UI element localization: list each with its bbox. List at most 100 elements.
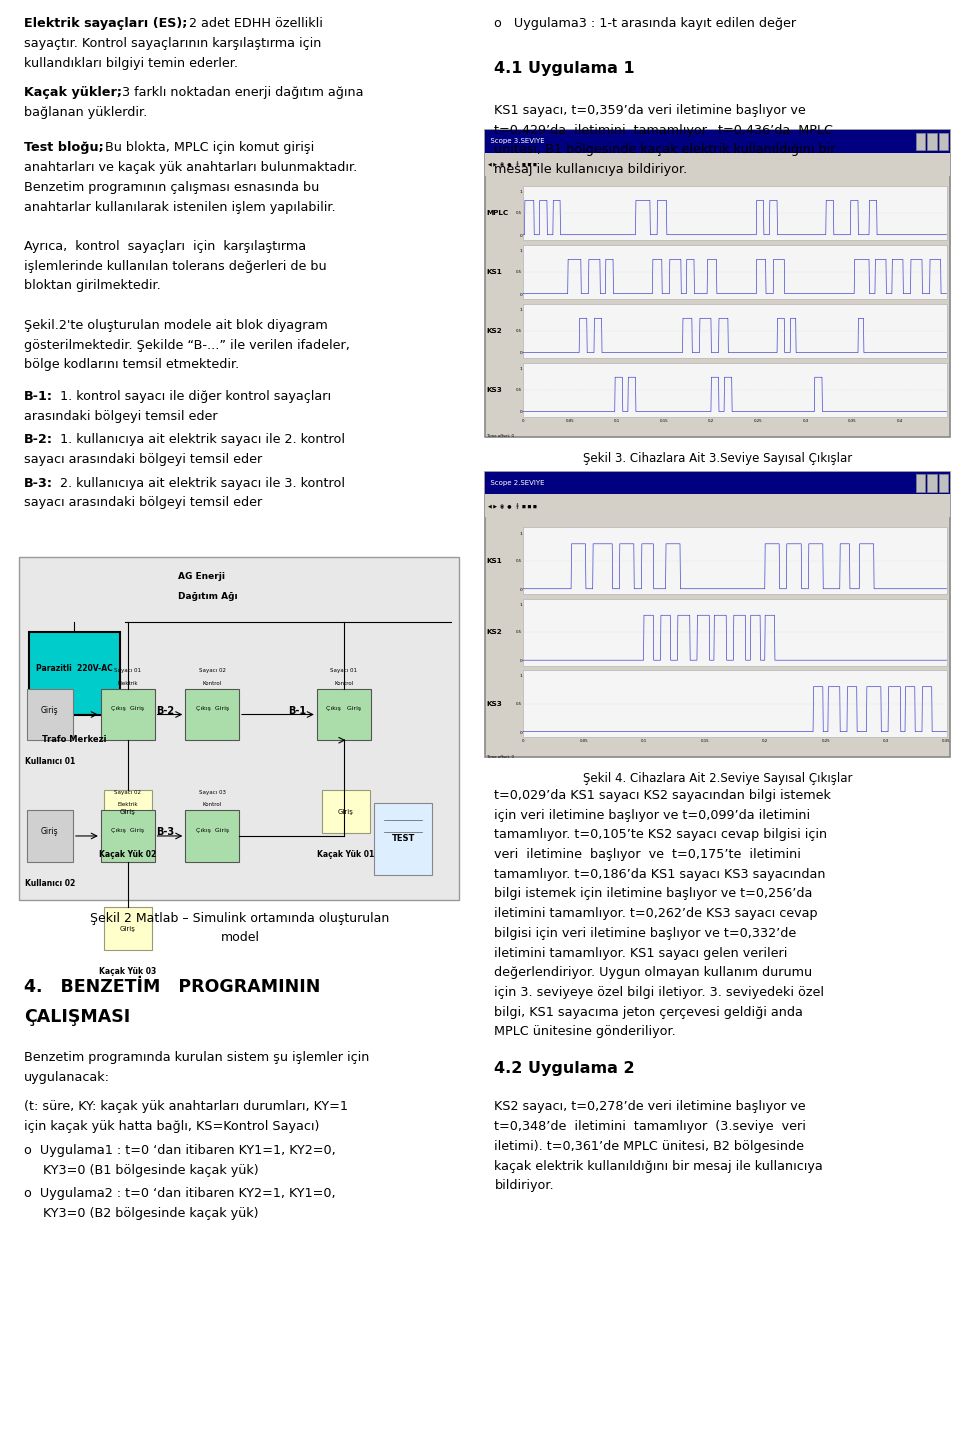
Text: KS3: KS3	[487, 387, 502, 393]
Text: B-2:: B-2:	[24, 433, 53, 446]
Text: tamamlıyor. t=0,105’te KS2 sayacı cevap bilgisi için: tamamlıyor. t=0,105’te KS2 sayacı cevap …	[494, 829, 828, 842]
Text: AG Enerji: AG Enerji	[178, 572, 225, 580]
Text: kaçak elektrik kullanıldığını bir mesaj ile kullanıcıya: kaçak elektrik kullanıldığını bir mesaj …	[494, 1159, 823, 1173]
Text: anahtarlar kullanılarak istenilen işlem yapılabilir.: anahtarlar kullanılarak istenilen işlem …	[24, 200, 336, 213]
Text: Elektrik: Elektrik	[117, 803, 138, 807]
Text: 1: 1	[519, 367, 522, 372]
FancyBboxPatch shape	[374, 803, 432, 875]
Text: iletimini tamamlıyor. t=0,262’de KS3 sayacı cevap: iletimini tamamlıyor. t=0,262’de KS3 say…	[494, 907, 818, 920]
Text: iletimini tamamlıyor. KS1 sayacı gelen verileri: iletimini tamamlıyor. KS1 sayacı gelen v…	[494, 946, 788, 959]
Text: sayaçtır. Kontrol sayaçlarının karşılaştırma için: sayaçtır. Kontrol sayaçlarının karşılaşt…	[24, 37, 322, 50]
Text: KY3=0 (B2 bölgesinde kaçak yük): KY3=0 (B2 bölgesinde kaçak yük)	[43, 1208, 258, 1220]
Text: bilgi istemek için iletimine başlıyor ve t=0,256’da: bilgi istemek için iletimine başlıyor ve…	[494, 887, 813, 900]
Text: bildiriyor.: bildiriyor.	[494, 1179, 554, 1192]
FancyBboxPatch shape	[523, 304, 947, 359]
FancyBboxPatch shape	[485, 472, 950, 494]
Text: 0.25: 0.25	[822, 739, 829, 743]
Text: Elektrik sayaçları (ES);: Elektrik sayaçları (ES);	[24, 17, 187, 30]
Text: 1: 1	[519, 674, 522, 679]
Text: Time offset: 0: Time offset: 0	[487, 755, 514, 759]
FancyBboxPatch shape	[523, 527, 947, 594]
Text: 0: 0	[519, 352, 522, 356]
Text: 0.5: 0.5	[516, 211, 522, 216]
Text: ◀ ▶  ◉  ●   ╫  ◼ ◼ ◼: ◀ ▶ ◉ ● ╫ ◼ ◼ ◼	[488, 161, 537, 167]
Text: Sayacı 01: Sayacı 01	[114, 669, 141, 673]
Text: 1: 1	[519, 309, 522, 312]
FancyBboxPatch shape	[927, 133, 937, 150]
FancyBboxPatch shape	[104, 907, 152, 950]
Text: ünitesi, B1 bölgesinde kaçak elektrik kullanıldığını bir: ünitesi, B1 bölgesinde kaçak elektrik ku…	[494, 143, 836, 156]
FancyBboxPatch shape	[317, 689, 371, 740]
Text: model: model	[221, 932, 259, 945]
Text: Trafo Merkezi: Trafo Merkezi	[42, 735, 107, 743]
Text: t=0,348’de  iletimini  tamamlıyor  (3.seviye  veri: t=0,348’de iletimini tamamlıyor (3.seviy…	[494, 1120, 806, 1133]
Text: Şekil 2 Matlab – Simulink ortamında oluşturulan: Şekil 2 Matlab – Simulink ortamında oluş…	[90, 912, 390, 925]
Text: Kontrol: Kontrol	[203, 803, 222, 807]
Text: 0.2: 0.2	[762, 739, 768, 743]
Text: 0.05: 0.05	[580, 739, 588, 743]
Text: Sayacı 02: Sayacı 02	[114, 790, 141, 795]
Text: Sayacı 02: Sayacı 02	[199, 669, 226, 673]
Text: Benzetim programında kurulan sistem şu işlemler için: Benzetim programında kurulan sistem şu i…	[24, 1052, 370, 1065]
FancyBboxPatch shape	[485, 130, 950, 437]
Text: KS1 sayacı, t=0,359’da veri iletimine başlıyor ve: KS1 sayacı, t=0,359’da veri iletimine ba…	[494, 104, 806, 117]
Text: Giriş: Giriş	[338, 809, 353, 815]
Text: Parazitli  220V-AC: Parazitli 220V-AC	[36, 664, 112, 673]
Text: Kaçak yükler;: Kaçak yükler;	[24, 86, 122, 99]
Text: (t: süre, KY: kaçak yük anahtarları durumları, KY=1: (t: süre, KY: kaçak yük anahtarları duru…	[24, 1100, 348, 1113]
Text: Test bloğu;: Test bloğu;	[24, 141, 104, 154]
Text: 1: 1	[519, 603, 522, 607]
Text: 0: 0	[522, 419, 524, 423]
Text: 0.25: 0.25	[755, 419, 762, 423]
Text: 4.   BENZETİM   PROGRAMININ: 4. BENZETİM PROGRAMININ	[24, 979, 321, 996]
Text: işlemlerinde kullanılan tolerans değerleri de bu: işlemlerinde kullanılan tolerans değerle…	[24, 260, 326, 273]
Text: Sayacı 03: Sayacı 03	[199, 790, 226, 795]
FancyBboxPatch shape	[485, 153, 950, 176]
Text: Ayrıca,  kontrol  sayaçları  için  karşılaştırma: Ayrıca, kontrol sayaçları için karşılaşt…	[24, 240, 306, 253]
Text: mesaj ile kullanıcıya bildiriyor.: mesaj ile kullanıcıya bildiriyor.	[494, 163, 687, 176]
FancyBboxPatch shape	[101, 689, 155, 740]
Text: B-3: B-3	[156, 827, 174, 837]
Text: 2 adet EDHH özellikli: 2 adet EDHH özellikli	[185, 17, 324, 30]
Text: Elektrik: Elektrik	[117, 682, 138, 686]
Text: o  Uygulama2 : t=0 ‘dan itibaren KY2=1, KY1=0,: o Uygulama2 : t=0 ‘dan itibaren KY2=1, K…	[24, 1187, 336, 1200]
Text: veri  iletimine  başlıyor  ve  t=0,175’te  iletimini: veri iletimine başlıyor ve t=0,175’te il…	[494, 847, 802, 860]
FancyBboxPatch shape	[27, 689, 73, 740]
Text: B-3:: B-3:	[24, 477, 53, 490]
Text: Bu blokta, MPLC için komut girişi: Bu blokta, MPLC için komut girişi	[101, 141, 314, 154]
Text: 0.1: 0.1	[641, 739, 647, 743]
FancyBboxPatch shape	[916, 474, 925, 492]
Text: 0.5: 0.5	[516, 329, 522, 333]
Text: KS1: KS1	[487, 269, 502, 274]
Text: 0.35: 0.35	[943, 739, 950, 743]
Text: değerlendiriyor. Uygun olmayan kullanım durumu: değerlendiriyor. Uygun olmayan kullanım …	[494, 966, 812, 979]
Text: sayacı arasındaki bölgeyi temsil eder: sayacı arasındaki bölgeyi temsil eder	[24, 453, 262, 466]
Text: Giriş: Giriş	[120, 809, 135, 815]
Text: Giriş: Giriş	[120, 926, 135, 932]
FancyBboxPatch shape	[485, 130, 950, 153]
Text: Giriş: Giriş	[41, 706, 59, 714]
Text: sayacı arasındaki bölgeyi temsil eder: sayacı arasındaki bölgeyi temsil eder	[24, 496, 262, 509]
Text: uygulanacak:: uygulanacak:	[24, 1070, 110, 1083]
FancyBboxPatch shape	[27, 810, 73, 862]
Text: Sayacı 01: Sayacı 01	[330, 669, 357, 673]
Text: 0.5: 0.5	[516, 702, 522, 706]
Text: 0.3: 0.3	[883, 739, 889, 743]
Text: Çıkış  Giriş: Çıkış Giriş	[111, 706, 144, 712]
Text: Scope 3.SEVIYE: Scope 3.SEVIYE	[489, 139, 544, 144]
Text: 0: 0	[519, 293, 522, 297]
Text: B-1:: B-1:	[24, 390, 53, 403]
Text: Kaçak Yük 02: Kaçak Yük 02	[99, 850, 156, 859]
Text: Giriş: Giriş	[41, 827, 59, 836]
FancyBboxPatch shape	[485, 472, 950, 757]
Text: Kaçak Yük 01: Kaçak Yük 01	[317, 850, 374, 859]
Text: 0.1: 0.1	[614, 419, 620, 423]
Text: 0.15: 0.15	[660, 419, 668, 423]
Text: Şekil 4. Cihazlara Ait 2.Seviye Sayısal Çıkışlar: Şekil 4. Cihazlara Ait 2.Seviye Sayısal …	[583, 772, 852, 785]
Text: MPLC ünitesine gönderiliyor.: MPLC ünitesine gönderiliyor.	[494, 1026, 676, 1039]
Text: 4.1 Uygulama 1: 4.1 Uygulama 1	[494, 60, 635, 76]
Text: 0: 0	[519, 659, 522, 663]
Text: KS2: KS2	[487, 329, 502, 334]
Text: bilgisi için veri iletimine başlıyor ve t=0,332’de: bilgisi için veri iletimine başlıyor ve …	[494, 927, 797, 940]
FancyBboxPatch shape	[523, 244, 947, 300]
